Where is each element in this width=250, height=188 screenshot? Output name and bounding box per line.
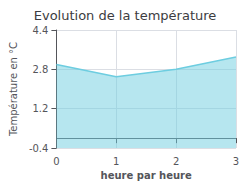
svg-text:Température en °C: Température en °C bbox=[8, 42, 19, 137]
svg-text:Evolution de la température: Evolution de la température bbox=[34, 8, 217, 23]
svg-text:3: 3 bbox=[233, 156, 239, 167]
svg-text:0: 0 bbox=[53, 156, 59, 167]
svg-text:2.8: 2.8 bbox=[33, 64, 49, 75]
svg-text:2: 2 bbox=[173, 156, 179, 167]
svg-text:4.4: 4.4 bbox=[33, 25, 49, 36]
svg-text:heure par heure: heure par heure bbox=[101, 170, 192, 181]
svg-text:1.2: 1.2 bbox=[33, 103, 49, 114]
svg-text:1: 1 bbox=[113, 156, 119, 167]
svg-text:-0.4: -0.4 bbox=[29, 143, 49, 154]
